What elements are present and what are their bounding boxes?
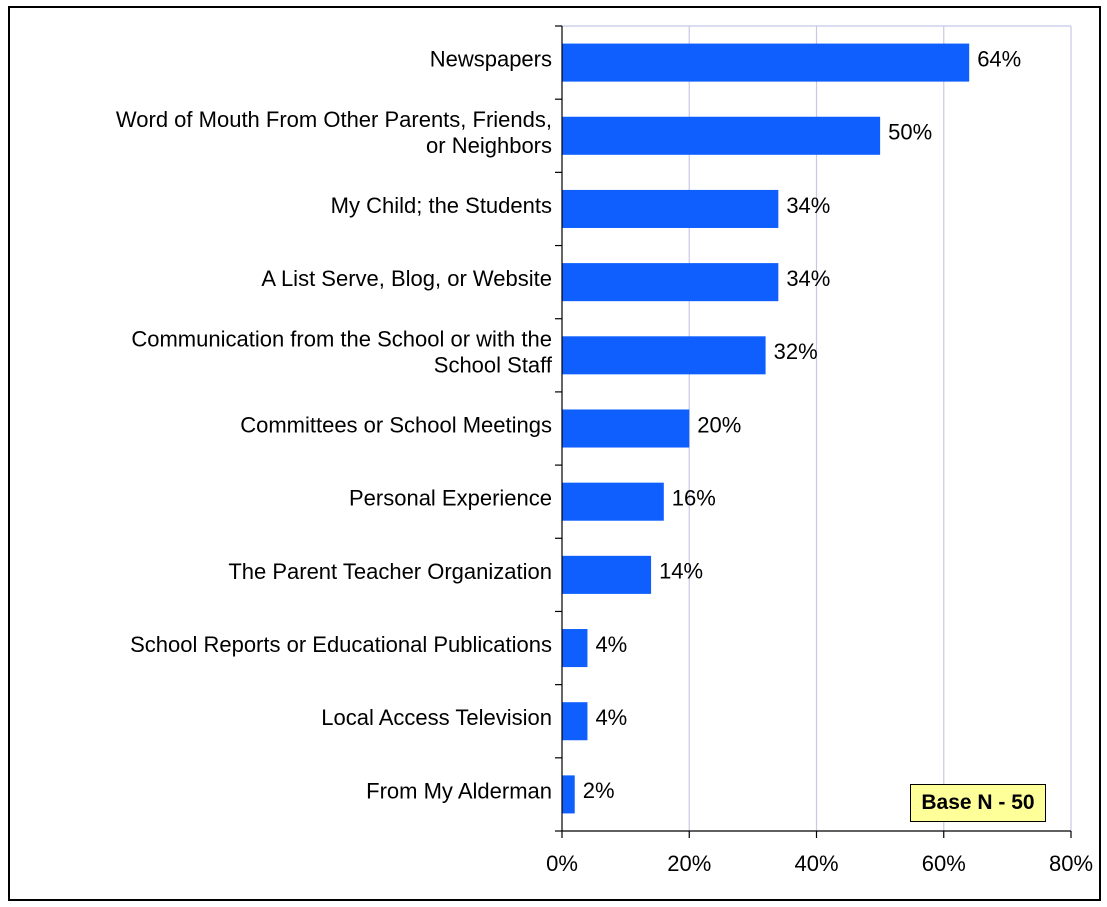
category-label-5: Committees or School Meetings [240, 412, 552, 437]
bar-4 [562, 336, 766, 375]
x-tick-label-2: 40% [794, 851, 838, 876]
category-label-line: School Reports or Educational Publicatio… [130, 632, 552, 657]
x-tick-label-3: 60% [922, 851, 966, 876]
bar-chart: 64% Newspapers 50% Word of Mouth From Other… [116, 25, 1093, 876]
bar-3 [562, 263, 779, 302]
category-label-line: Committees or School Meetings [240, 412, 552, 437]
category-label-line: Word of Mouth From Other Parents, Friend… [116, 107, 552, 132]
category-label-line: Personal Experience [349, 485, 552, 510]
value-label-0: 64% [977, 46, 1021, 71]
category-label-2: My Child; the Students [331, 193, 552, 218]
value-label-4: 32% [774, 339, 818, 364]
x-tick-label-1: 20% [667, 851, 711, 876]
value-label-5: 20% [697, 412, 741, 437]
category-label-line: My Child; the Students [331, 193, 552, 218]
value-label-9: 4% [595, 705, 627, 730]
category-label-3: A List Serve, Blog, or Website [261, 266, 552, 291]
value-label-3: 34% [786, 266, 830, 291]
value-label-8: 4% [595, 632, 627, 657]
bar-1 [562, 116, 881, 155]
bar-2 [562, 189, 779, 228]
category-label-6: Personal Experience [349, 485, 552, 510]
category-label-line: A List Serve, Blog, or Website [261, 266, 552, 291]
category-label-line: School Staff [434, 352, 553, 377]
category-label-line: or Neighbors [426, 133, 552, 158]
value-label-1: 50% [888, 120, 932, 145]
category-label-line: Local Access Television [321, 705, 552, 730]
category-label-4: Communication from the School or with th… [131, 326, 553, 377]
category-label-7: The Parent Teacher Organization [228, 559, 552, 584]
category-label-8: School Reports or Educational Publicatio… [130, 632, 552, 657]
bar-10 [562, 775, 575, 814]
x-tick-label-0: 0% [546, 851, 578, 876]
x-tick-label-4: 80% [1049, 851, 1093, 876]
category-label-1: Word of Mouth From Other Parents, Friend… [116, 107, 552, 158]
base-n-annotation: Base N - 50 [910, 784, 1046, 822]
category-label-line: From My Alderman [366, 778, 552, 803]
category-label-9: Local Access Television [321, 705, 552, 730]
category-label-0: Newspapers [430, 46, 552, 71]
bar-6 [562, 482, 664, 521]
category-label-line: Newspapers [430, 46, 552, 71]
category-label-10: From My Alderman [366, 778, 552, 803]
value-label-6: 16% [672, 485, 716, 510]
bar-0 [562, 43, 970, 82]
category-label-line: Communication from the School or with th… [131, 326, 552, 351]
chart-frame: 64% Newspapers 50% Word of Mouth From Other… [8, 6, 1101, 901]
value-label-7: 14% [659, 559, 703, 584]
bar-7 [562, 555, 652, 594]
bar-5 [562, 409, 690, 448]
bar-9 [562, 702, 588, 741]
category-label-line: The Parent Teacher Organization [228, 559, 552, 584]
value-label-2: 34% [786, 193, 830, 218]
bar-8 [562, 629, 588, 668]
value-label-10: 2% [583, 778, 615, 803]
